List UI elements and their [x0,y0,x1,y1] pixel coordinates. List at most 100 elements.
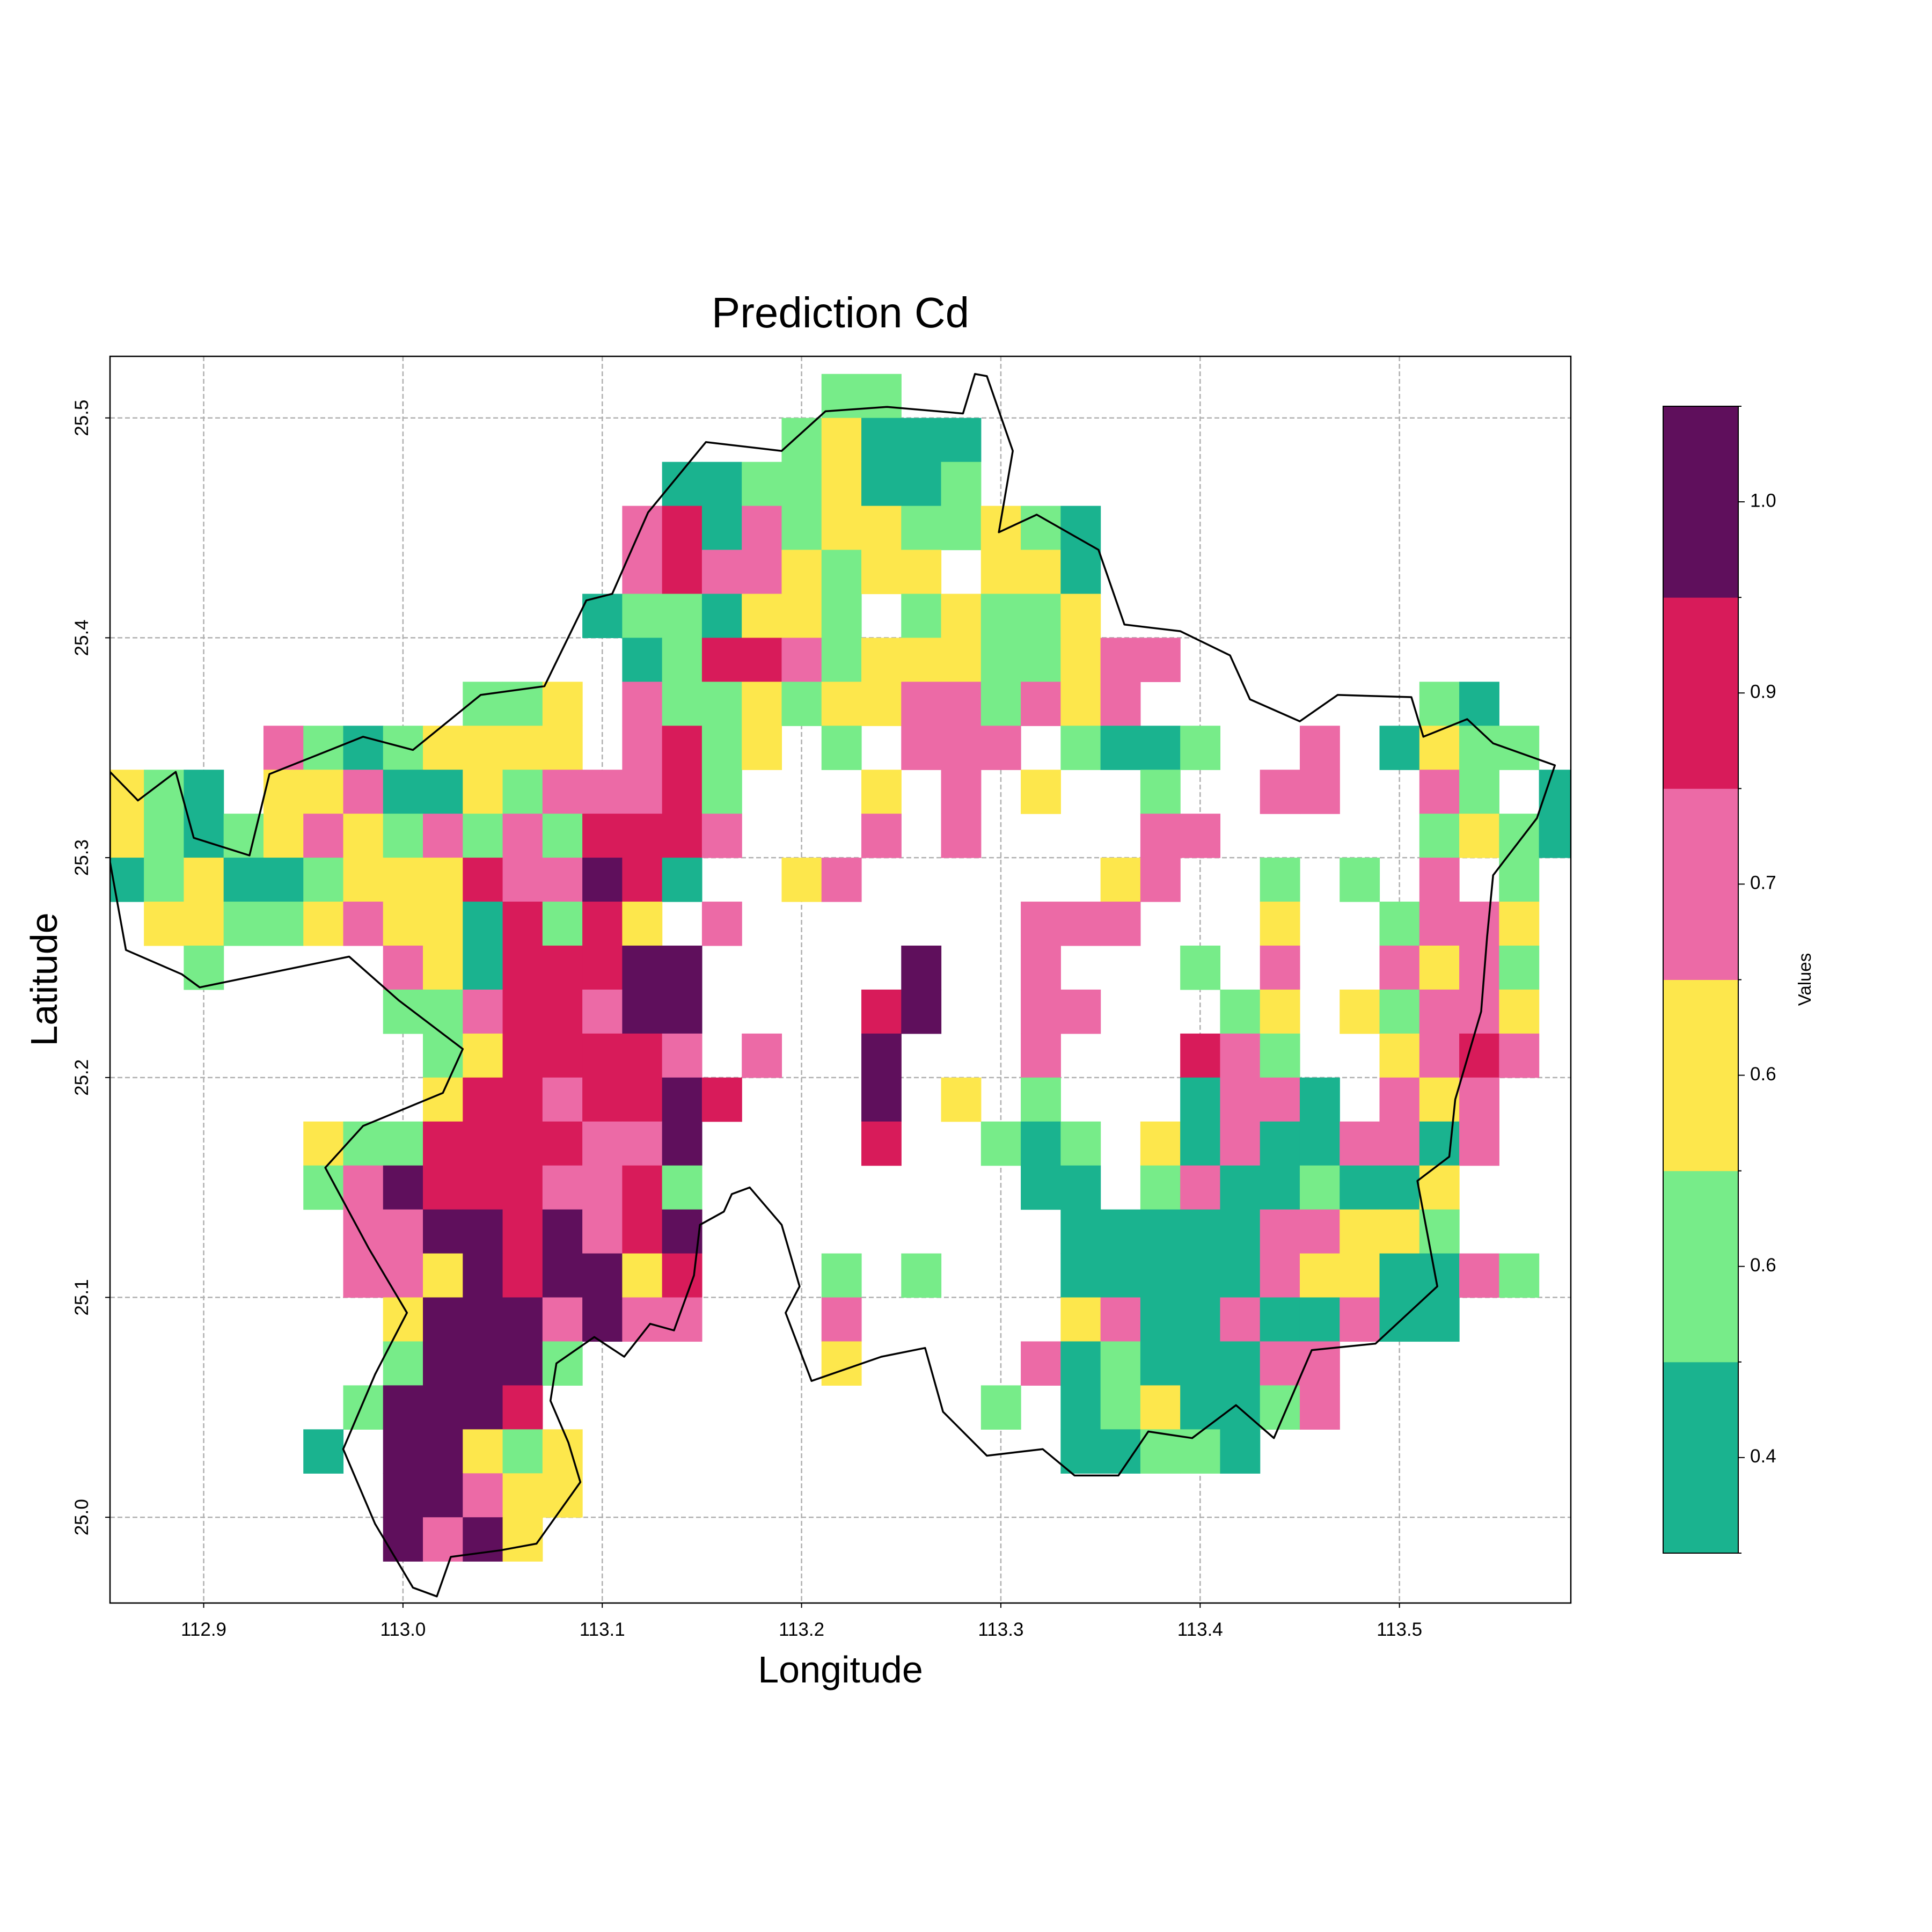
cell [1180,1429,1221,1474]
cell [821,418,862,463]
cell [423,1473,463,1518]
cell [941,418,982,463]
cell [1180,1121,1221,1166]
cell [941,726,982,770]
cell [1340,1121,1380,1166]
cell [423,1033,463,1078]
cell [1060,1429,1101,1474]
cell [1021,506,1061,551]
x-tick-label: 113.2 [779,1619,824,1640]
cell [901,638,942,682]
x-axis-label: Longitude [758,1649,923,1690]
cell [821,726,862,770]
cell [502,1209,543,1254]
cell [423,1429,463,1474]
cell [303,1165,344,1210]
cell [1340,1253,1380,1298]
cell [423,814,463,858]
cell [542,902,583,946]
cell [1379,1077,1420,1122]
cell [502,1165,543,1210]
cell [1419,1033,1460,1078]
cell [582,1253,623,1298]
cell [622,770,663,814]
cell [1060,902,1101,946]
cell [1260,770,1300,814]
cell [303,814,344,858]
cell [184,814,224,858]
colorbar-block [1663,788,1738,980]
cell [1100,1253,1141,1298]
cell [701,1077,742,1122]
cell [383,1341,423,1386]
cell [941,506,982,551]
cell [901,726,942,770]
cell [1419,1121,1460,1166]
cell [1299,1077,1340,1122]
cell [821,1297,862,1342]
cell [303,770,344,814]
cell [1459,770,1499,814]
cell [1539,770,1571,814]
cell [1021,945,1061,990]
cell [1379,945,1420,990]
cell [861,770,902,814]
y-axis-label: Latitude [23,912,65,1046]
cell [861,1121,902,1166]
cell [582,1077,623,1122]
cell [1060,638,1101,682]
cell [383,1517,423,1562]
cell [463,945,503,990]
x-tick-label: 113.0 [380,1619,426,1640]
x-tick-label: 113.1 [580,1619,625,1640]
plot-frame [109,355,1572,1604]
cell [502,1341,543,1386]
cell [1419,1165,1460,1210]
x-tick-label: 113.3 [978,1619,1023,1640]
cell [463,1209,503,1254]
cell [463,814,503,858]
cell [184,945,224,990]
cell [1419,726,1460,770]
cell [941,638,982,682]
cell [1180,945,1221,990]
cell [1060,1165,1101,1210]
cell [1021,594,1061,639]
cell [542,1297,583,1342]
cell [1021,902,1061,946]
cell [861,550,902,595]
cell [423,1517,463,1562]
cell [1299,726,1340,770]
cell [662,989,702,1034]
cell [343,770,384,814]
cell [343,814,384,858]
cell [502,1077,543,1122]
cell [701,462,742,507]
cell [622,506,663,551]
cell [582,902,623,946]
cell [1260,945,1300,990]
x-tick-label: 113.4 [1177,1619,1223,1640]
cell [622,1033,663,1078]
cell [980,682,1021,726]
cell [1180,814,1221,858]
cell [343,1253,384,1298]
cell [622,1077,663,1122]
cell [1100,682,1141,726]
cell [901,594,942,639]
cell [662,1077,702,1122]
cell [861,682,902,726]
cell [662,945,702,990]
cell [542,989,583,1034]
cell [622,858,663,902]
cell [542,1253,583,1298]
cell [1260,1121,1300,1166]
colorbar-tick-label: 0.6 [1750,1064,1776,1085]
cell [861,418,902,463]
cell [1060,550,1101,595]
cell [1100,902,1141,946]
cell [542,1033,583,1078]
cell [1140,1253,1181,1298]
cell [1100,1209,1141,1254]
cell [502,1385,543,1430]
